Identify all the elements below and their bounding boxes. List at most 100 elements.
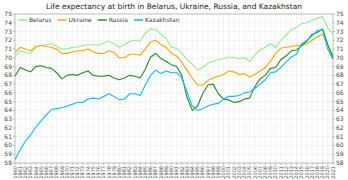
grid-line-x [233, 14, 234, 163]
y-tick-label: 70 [4, 54, 12, 61]
grid-line-x [202, 14, 203, 163]
legend: BelarusUkraineRussiaKazakhstan [16, 15, 182, 24]
grid-line-x [239, 14, 240, 163]
y-tick-label: 69 [4, 63, 12, 70]
grid-line-x [51, 14, 52, 163]
y-tick-label: 67 [4, 80, 12, 87]
series-line [15, 17, 333, 70]
y2-tick-label: 67 [336, 80, 344, 87]
y-tick-label: 68 [4, 71, 12, 78]
grid-line-x [46, 14, 47, 163]
grid-line-x [301, 14, 302, 163]
grid-line-y [15, 92, 333, 93]
grid-line-y [15, 110, 333, 111]
series-line [15, 34, 333, 85]
y2-tick-label: 74 [336, 19, 344, 26]
legend-label: Ukraine [69, 16, 92, 23]
y-tick-label: 64 [4, 106, 12, 113]
grid-line-x [93, 14, 94, 163]
legend-swatch [98, 19, 107, 21]
y2-tick-label: 65 [336, 98, 344, 105]
y2-tick-label: 69 [336, 63, 344, 70]
series-line [15, 30, 333, 160]
grid-line-x [218, 14, 219, 163]
grid-line-y [15, 136, 333, 137]
grid-line-x [87, 14, 88, 163]
grid-line-x [171, 14, 172, 163]
grid-line-x [129, 14, 130, 163]
grid-line-x [155, 14, 156, 163]
y-tick-label: 72 [4, 36, 12, 43]
grid-line-x [176, 14, 177, 163]
grid-line-x [145, 14, 146, 163]
grid-line-x [244, 14, 245, 163]
grid-line-y [15, 127, 333, 128]
grid-line-x [249, 14, 250, 163]
y2-tick-label: 68 [336, 71, 344, 78]
grid-line-y [15, 154, 333, 155]
title: Life expectancy at birth in Belarus, Ukr… [46, 2, 302, 11]
grid-line-y [15, 57, 333, 58]
grid-line-x [291, 14, 292, 163]
legend-label: Russia [109, 16, 129, 23]
plot-frame [15, 14, 333, 163]
grid-line-x [114, 14, 115, 163]
grid-line-x [213, 14, 214, 163]
y2-tick-label: 66 [336, 89, 344, 96]
grid-line-x [124, 14, 125, 163]
legend-swatch [18, 19, 27, 21]
y2-tick-label: 62 [336, 124, 344, 131]
y2-tick-label: 73 [336, 28, 344, 35]
grid-line-x [327, 14, 328, 163]
y2-tick-label: 59 [336, 150, 344, 157]
grid-line-x [280, 14, 281, 163]
y2-tick-label: 61 [336, 133, 344, 140]
grid [15, 14, 333, 163]
grid-line-x [275, 14, 276, 163]
y2-tick-label: 60 [336, 141, 344, 148]
grid-line-x [322, 14, 323, 163]
lines [15, 17, 333, 160]
grid-line-x [119, 14, 120, 163]
y-tick-label: 60 [4, 141, 12, 148]
grid-line-x [35, 14, 36, 163]
grid-line-x [103, 14, 104, 163]
legend-background [16, 15, 182, 24]
grid-line-x [30, 14, 31, 163]
grid-line-x [270, 14, 271, 163]
legend-label: Kazakhstan [145, 16, 180, 23]
y-tick-label: 66 [4, 89, 12, 96]
grid-line-x [98, 14, 99, 163]
grid-line-x [306, 14, 307, 163]
y-tick-label: 59 [4, 150, 12, 157]
legend-swatch [134, 19, 143, 21]
grid-line-x [181, 14, 182, 163]
grid-line-x [192, 14, 193, 163]
grid-line-y [15, 145, 333, 146]
grid-line-x [134, 14, 135, 163]
grid-line-x [187, 14, 188, 163]
grid-line-y [15, 84, 333, 85]
grid-line-x [260, 14, 261, 163]
grid-line-x [296, 14, 297, 163]
y-tick-label: 75 [4, 10, 12, 17]
y-tick-label: 65 [4, 98, 12, 105]
grid-line-x [20, 14, 21, 163]
grid-line-x [286, 14, 287, 163]
grid-line-x [56, 14, 57, 163]
grid-line-x [61, 14, 62, 163]
grid-line-y [15, 119, 333, 120]
grid-line-x [77, 14, 78, 163]
y2-tick-label: 58 [336, 159, 344, 166]
y2-tick-label: 63 [336, 115, 344, 122]
grid-line-x [166, 14, 167, 163]
y-tick-label: 61 [4, 133, 12, 140]
grid-line-x [228, 14, 229, 163]
grid-line-x [197, 14, 198, 163]
grid-line-x [223, 14, 224, 163]
y-tick-label: 58 [4, 159, 12, 166]
grid-line-y [15, 101, 333, 102]
y-tick-label: 62 [4, 124, 12, 131]
y-tick-label: 71 [4, 45, 12, 52]
grid-line-y [15, 75, 333, 76]
